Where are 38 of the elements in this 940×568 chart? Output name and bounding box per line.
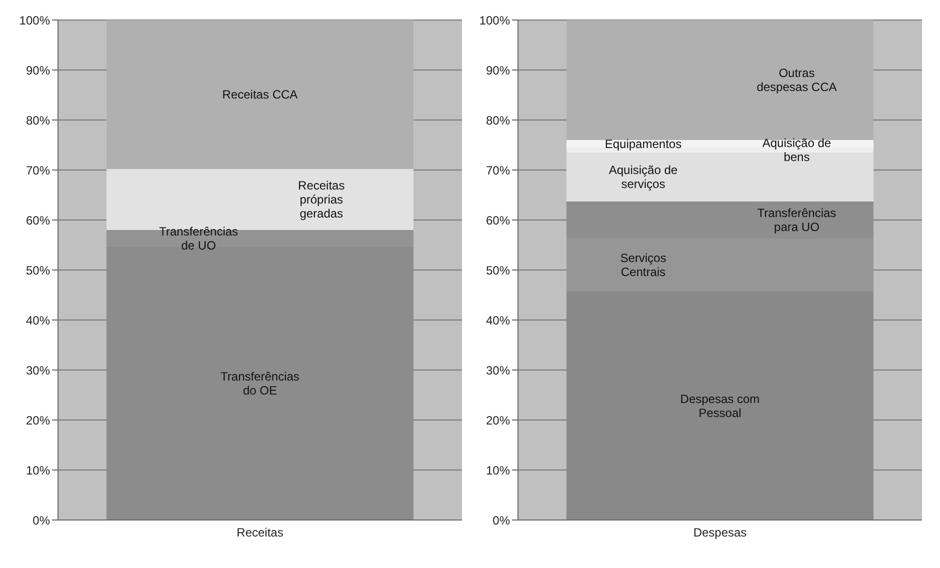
bar [566, 20, 874, 140]
series-label: Aquisição de serviços [608, 163, 678, 191]
y-tick-label: 50% [486, 263, 510, 278]
y-tick-label: 100% [19, 13, 50, 28]
y-tick-label: 70% [486, 163, 510, 178]
y-tick-label: 20% [26, 413, 50, 428]
y-tick-label: 0% [32, 513, 50, 528]
y-tick-label: 20% [486, 413, 510, 428]
y-tick-label: 10% [486, 463, 510, 478]
y-tick-label: 70% [26, 163, 50, 178]
y-tick-label: 30% [486, 363, 510, 378]
series-label: Outras despesas CCA [756, 66, 837, 94]
series-label: Receitas CCA [222, 88, 298, 102]
bar [566, 292, 874, 520]
y-tick-label: 80% [486, 113, 510, 128]
y-tick-label: 40% [486, 313, 510, 328]
x-tick-label: Receitas [236, 526, 284, 540]
y-tick-label: 60% [26, 213, 50, 228]
y-tick-label: 10% [26, 463, 50, 478]
series-label: Serviços Centrais [620, 251, 666, 279]
series-label: Transferências do OE [220, 370, 300, 398]
y-tick-label: 90% [26, 63, 50, 78]
y-tick-label: 90% [486, 63, 510, 78]
y-tick-label: 40% [26, 313, 50, 328]
series-label: Equipamentos [604, 136, 682, 151]
y-tick-label: 0% [492, 513, 510, 528]
series-label: Transferências para UO [757, 206, 836, 234]
y-tick-label: 30% [26, 363, 50, 378]
y-tick-label: 60% [486, 213, 510, 228]
series-label: Aquisição de bens [762, 136, 832, 164]
series-label: Despesas com Pessoal [680, 392, 760, 420]
y-tick-label: 50% [26, 263, 50, 278]
bar [566, 152, 874, 202]
series-label: Receitas próprias geradas [298, 178, 345, 220]
x-tick-label: Despesas [693, 526, 747, 540]
y-tick-label: 100% [479, 13, 510, 28]
bar [106, 20, 414, 169]
y-tick-label: 80% [26, 113, 50, 128]
